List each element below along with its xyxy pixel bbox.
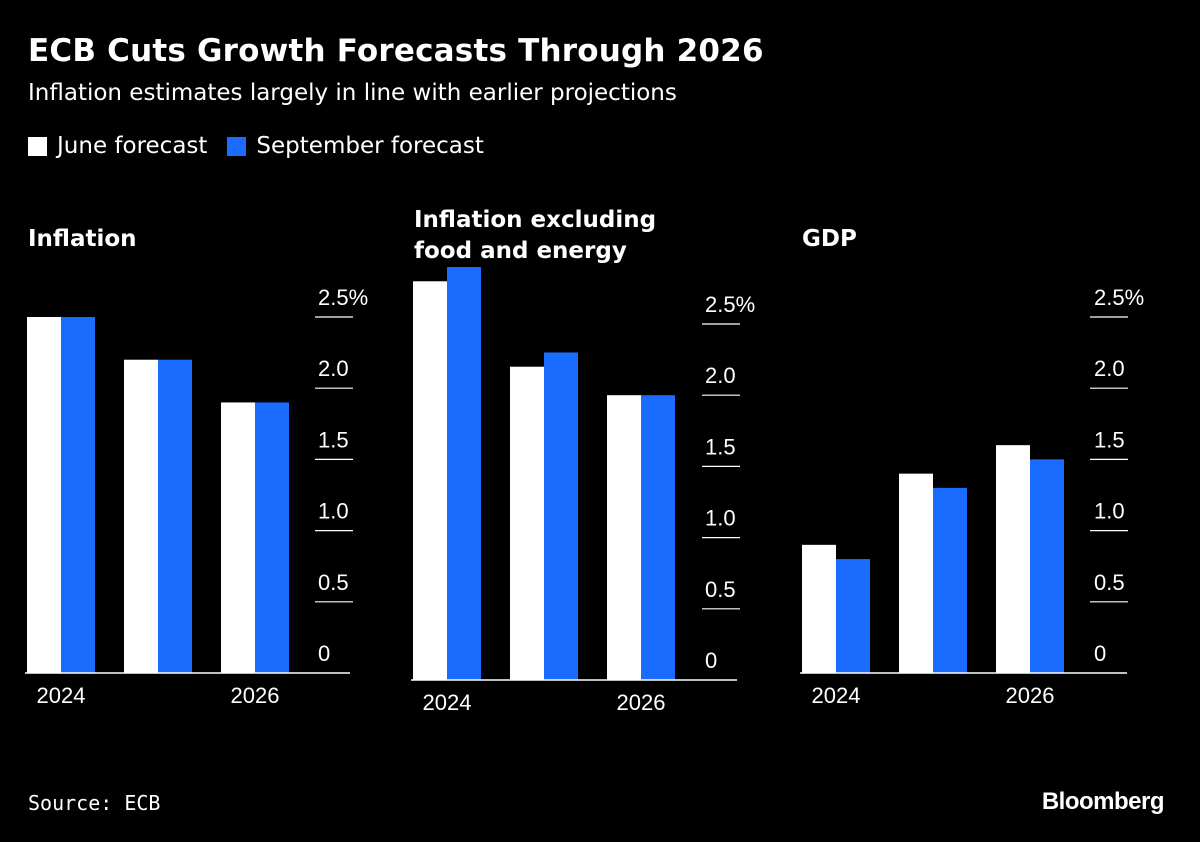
bloomberg-logo: Bloomberg [1041,788,1165,815]
bar-1-2024-june [413,281,447,680]
bar-1-2026-june [607,395,641,680]
x-tick-label-0-2024: 2024 [37,683,86,708]
panel-title-inflation: Inflation [28,224,137,255]
bar-1-2026-september [641,395,675,680]
bar-2-2024-june [802,544,836,673]
y-tick-label-0-0: 0 [318,641,330,666]
y-tick-label-0-2: 1.0 [318,499,349,524]
y-tick-label-2-5: 2.5% [1094,285,1144,310]
y-tick-label-0-3: 1.5 [318,427,349,452]
y-tick-label-1-5: 2.5% [705,292,755,317]
bar-0-2025-september [158,359,192,673]
y-tick-label-0-4: 2.0 [318,356,349,381]
y-tick-label-0-5: 2.5% [318,285,368,310]
legend-label-september: September forecast [256,133,484,159]
bar-0-2024-june [27,317,61,673]
y-tick-label-1-0: 0 [705,648,717,673]
bar-2-2026-september [1030,459,1064,673]
y-tick-label-1-1: 0.5 [705,577,736,602]
y-tick-label-1-3: 1.5 [705,434,736,459]
legend-item-june: June forecast [28,133,207,159]
bar-1-2024-september [447,267,481,680]
bar-2-2025-june [899,473,933,673]
bar-1-2025-september [544,352,578,680]
x-tick-label-1-2026: 2026 [617,690,666,715]
y-tick-label-2-0: 0 [1094,641,1106,666]
bar-2-2025-september [933,487,967,673]
panel-title-core-inflation-line-1: Inflation excluding [414,207,657,233]
bar-2-2026-june [996,445,1030,673]
panel-title-core-inflation-line-2: food and energy [414,238,627,264]
panel-title-core-inflation: Inflation excluding food and energy [414,205,656,267]
panel-title-inflation-text: Inflation [28,226,137,252]
legend-swatch-june [28,136,47,156]
y-tick-label-2-1: 0.5 [1094,570,1125,595]
x-tick-label-0-2026: 2026 [231,683,280,708]
panel-title-gdp: GDP [802,224,857,255]
y-tick-label-2-2: 1.0 [1094,499,1125,524]
bar-0-2026-june [221,402,255,673]
y-tick-label-2-4: 2.0 [1094,356,1125,381]
panel-title-gdp-text: GDP [802,226,857,252]
x-tick-label-2-2026: 2026 [1006,683,1055,708]
y-tick-label-0-1: 0.5 [318,570,349,595]
legend-swatch-september [227,136,247,156]
y-tick-label-1-4: 2.0 [705,363,736,388]
bar-1-2025-june [510,366,544,680]
bar-0-2024-september [61,317,95,673]
y-tick-label-2-3: 1.5 [1094,427,1125,452]
source-note: Source: ECB [28,791,161,815]
chart-title: ECB Cuts Growth Forecasts Through 2026 [28,33,764,69]
y-tick-label-1-2: 1.0 [705,506,736,531]
legend: June forecast September forecast [28,133,504,159]
chart-subtitle: Inflation estimates largely in line with… [28,80,677,106]
x-tick-label-1-2024: 2024 [423,690,472,715]
bar-0-2026-september [255,402,289,673]
legend-item-september: September forecast [227,133,484,159]
bar-2-2024-september [836,559,870,673]
legend-label-june: June forecast [57,133,208,159]
x-tick-label-2-2024: 2024 [812,683,861,708]
bar-0-2025-june [124,359,158,673]
